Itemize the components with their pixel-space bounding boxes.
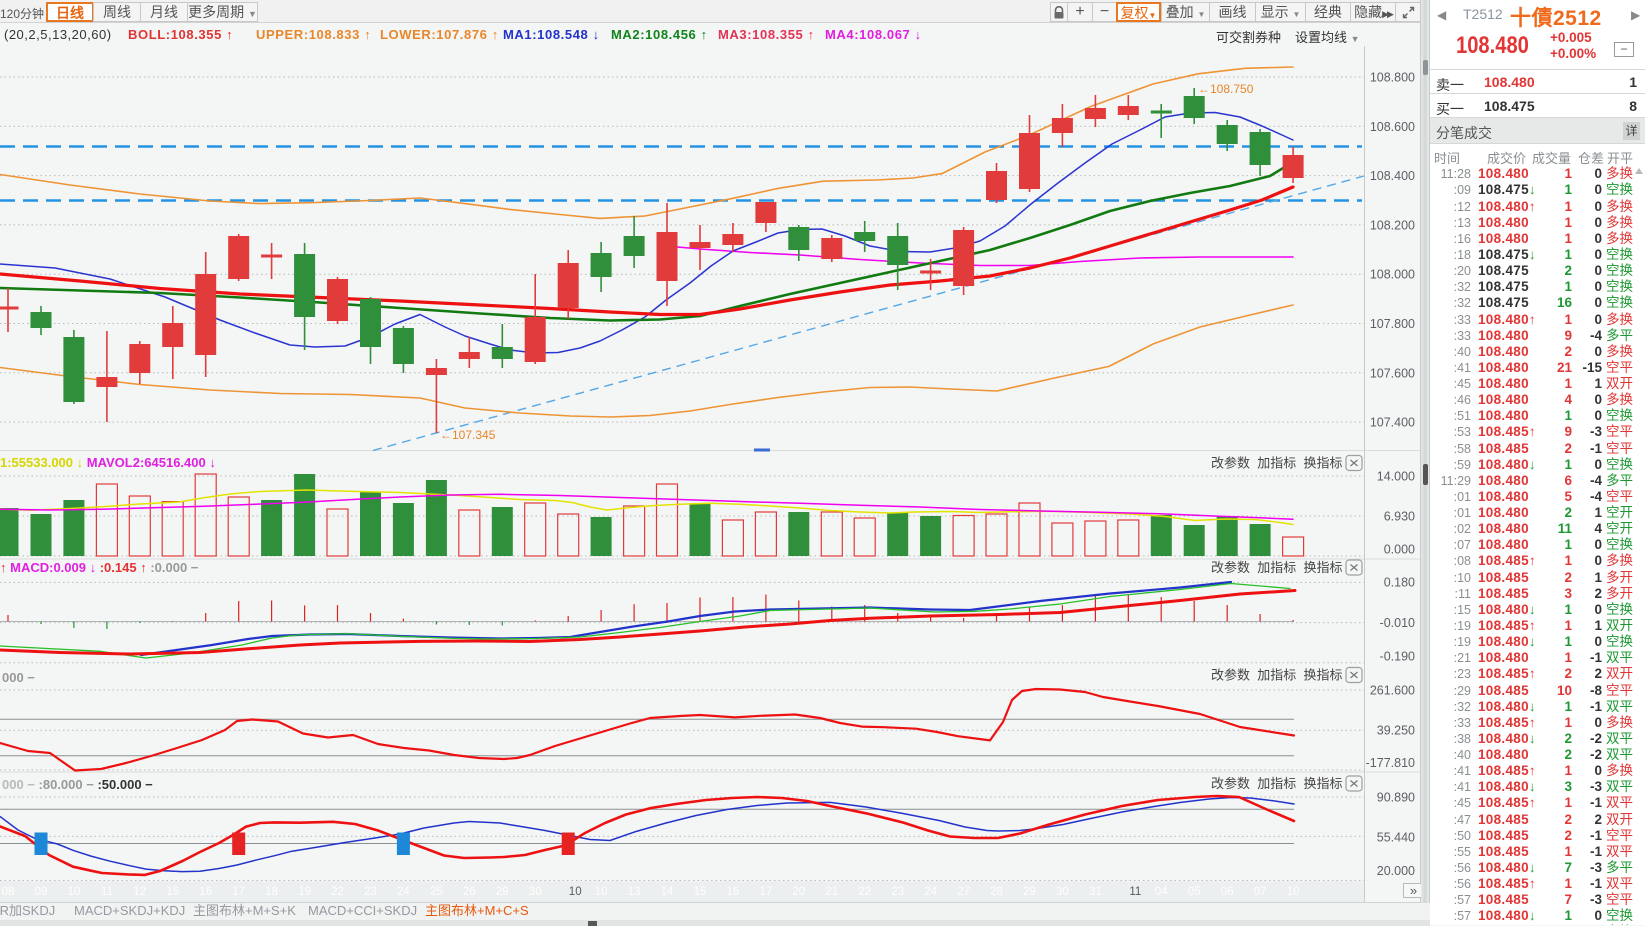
svg-text:26: 26 [463,886,476,898]
svg-text:19: 19 [298,886,311,898]
svg-text:20.000: 20.000 [1377,864,1415,878]
svg-text:04: 04 [1155,886,1168,898]
svg-text:30: 30 [1056,886,1069,898]
svg-text:0.180: 0.180 [1384,576,1415,590]
svg-text:05: 05 [1188,886,1201,898]
svg-text:29: 29 [496,886,509,898]
svg-text:10: 10 [569,886,582,898]
svg-text:13: 13 [628,886,641,898]
svg-text:20: 20 [792,886,805,898]
svg-text:10: 10 [68,886,81,898]
svg-text:17: 17 [760,886,773,898]
svg-text:15: 15 [166,886,179,898]
svg-text:-0.190: -0.190 [1380,650,1415,664]
svg-text:108.400: 108.400 [1370,169,1415,183]
svg-text:108.000: 108.000 [1370,268,1415,282]
svg-text:107.600: 107.600 [1370,366,1415,380]
svg-text:10: 10 [1287,886,1300,898]
svg-text:27: 27 [957,886,970,898]
svg-text:08: 08 [2,886,15,898]
svg-text:改参数 加指标 换指标: 改参数 加指标 换指标 [1211,668,1342,683]
svg-text:14.000: 14.000 [1377,470,1415,484]
svg-text:108.600: 108.600 [1370,120,1415,134]
svg-text:30: 30 [529,886,542,898]
svg-text:-0.010: -0.010 [1380,616,1415,630]
svg-text:10: 10 [595,886,608,898]
svg-text:←108.750: ←108.750 [1198,82,1254,96]
svg-text:28: 28 [990,886,1003,898]
svg-text:23: 23 [364,886,377,898]
svg-text:25: 25 [430,886,443,898]
svg-text:17: 17 [232,886,245,898]
svg-text:55.440: 55.440 [1377,831,1415,845]
svg-text:改参数 加指标 换指标: 改参数 加指标 换指标 [1211,560,1342,575]
svg-text:16: 16 [727,886,740,898]
svg-text:11: 11 [1129,886,1141,898]
svg-text:29: 29 [1023,886,1036,898]
svg-text:108.200: 108.200 [1370,218,1415,232]
svg-text:108.800: 108.800 [1370,71,1415,85]
svg-text:6.930: 6.930 [1384,510,1415,524]
svg-text:21: 21 [825,886,838,898]
svg-text:39.250: 39.250 [1377,724,1415,738]
svg-text:06: 06 [1221,886,1234,898]
svg-text:107.400: 107.400 [1370,416,1415,430]
svg-text:11: 11 [101,886,113,898]
svg-text:90.890: 90.890 [1377,791,1415,805]
svg-text:15: 15 [694,886,707,898]
svg-text:14: 14 [661,886,674,898]
svg-text:107.800: 107.800 [1370,317,1415,331]
svg-text:22: 22 [331,886,344,898]
svg-text:-177.810: -177.810 [1366,756,1415,770]
svg-text:23: 23 [891,886,904,898]
svg-text:24: 24 [924,886,937,898]
svg-text:07: 07 [1254,886,1267,898]
svg-text:24: 24 [397,886,410,898]
svg-text:22: 22 [858,886,871,898]
svg-text:31: 31 [1089,886,1102,898]
svg-text:←107.345: ←107.345 [440,428,496,442]
svg-text:改参数 加指标 换指标: 改参数 加指标 换指标 [1211,776,1342,791]
svg-text:09: 09 [35,886,48,898]
svg-text:18: 18 [265,886,278,898]
svg-text:0.000: 0.000 [1384,543,1415,557]
svg-text:改参数 加指标 换指标: 改参数 加指标 换指标 [1211,456,1342,471]
svg-text:16: 16 [199,886,212,898]
svg-text:12: 12 [133,886,146,898]
svg-text:261.600: 261.600 [1370,684,1415,698]
